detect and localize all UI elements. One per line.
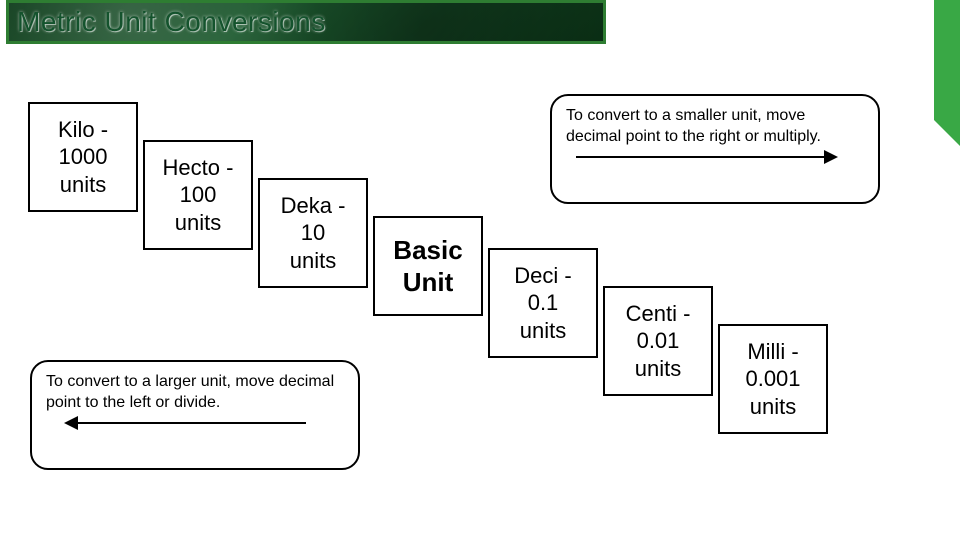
- unit-box-basic: BasicUnit: [373, 216, 483, 316]
- unit-suffix: units: [60, 171, 106, 199]
- arrow-right-icon: [576, 156, 836, 158]
- unit-prefix: Deci -: [514, 262, 571, 290]
- unit-value: 100: [180, 181, 217, 209]
- callout-text: To convert to a larger unit, move decima…: [46, 372, 344, 414]
- callout-larger: To convert to a larger unit, move decima…: [30, 360, 360, 470]
- unit-value: 0.1: [528, 289, 559, 317]
- arrow-left-icon: [66, 422, 306, 424]
- unit-suffix: units: [520, 317, 566, 345]
- page-title: Metric Unit Conversions: [17, 6, 326, 38]
- unit-prefix: Hecto -: [163, 154, 234, 182]
- unit-box-deci: Deci -0.1units: [488, 248, 598, 358]
- unit-box-centi: Centi -0.01units: [603, 286, 713, 396]
- unit-box-hecto: Hecto -100units: [143, 140, 253, 250]
- unit-prefix: Centi -: [626, 300, 691, 328]
- unit-prefix: Milli -: [747, 338, 798, 366]
- unit-box-kilo: Kilo -1000units: [28, 102, 138, 212]
- unit-suffix: units: [290, 247, 336, 275]
- unit-value: 1000: [59, 143, 108, 171]
- callout-smaller: To convert to a smaller unit, move decim…: [550, 94, 880, 204]
- callout-text: To convert to a smaller unit, move decim…: [566, 106, 864, 148]
- unit-suffix: units: [635, 355, 681, 383]
- unit-suffix: units: [750, 393, 796, 421]
- unit-value: 0.001: [745, 365, 800, 393]
- unit-value: 10: [301, 219, 325, 247]
- unit-value: Unit: [403, 266, 454, 299]
- unit-suffix: units: [175, 209, 221, 237]
- unit-value: 0.01: [637, 327, 680, 355]
- title-bar: Metric Unit Conversions: [6, 0, 606, 44]
- unit-prefix: Basic: [393, 234, 462, 267]
- unit-prefix: Deka -: [281, 192, 346, 220]
- unit-box-deka: Deka -10units: [258, 178, 368, 288]
- unit-box-milli: Milli -0.001units: [718, 324, 828, 434]
- unit-prefix: Kilo -: [58, 116, 108, 144]
- diagram-stage: Kilo -1000unitsHecto -100unitsDeka -10un…: [0, 50, 960, 540]
